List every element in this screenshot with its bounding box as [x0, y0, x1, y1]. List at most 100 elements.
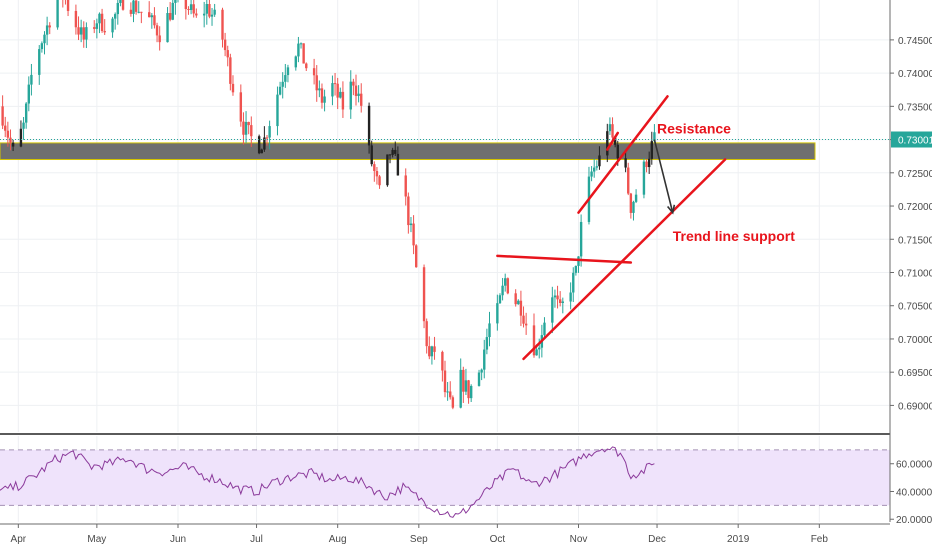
candle-body	[412, 223, 415, 246]
candle-body	[77, 27, 80, 35]
candle-body	[409, 223, 413, 226]
candle-body	[496, 303, 499, 324]
candle-body	[504, 278, 507, 286]
horizontal-neckline	[496, 254, 633, 264]
candle-body	[629, 193, 633, 213]
candle-body	[278, 86, 282, 95]
candle-body	[286, 67, 290, 76]
candle-body	[111, 18, 114, 33]
candle-body	[595, 166, 599, 168]
candle-body	[336, 83, 339, 98]
candle-body	[579, 221, 583, 257]
candle-body	[422, 267, 426, 322]
price-tick-label: 0.74500	[898, 36, 932, 47]
candle-body	[168, 13, 172, 20]
candle-body	[378, 176, 381, 186]
candle-body	[498, 295, 502, 304]
candle-body	[556, 295, 559, 300]
candle-body	[247, 121, 250, 126]
rsi-line	[0, 446, 655, 518]
candle-body	[202, 13, 206, 16]
candle-body	[632, 201, 635, 213]
candle-body	[320, 88, 324, 103]
candle-body	[375, 171, 379, 177]
candle-body	[627, 167, 630, 194]
candle-body	[485, 337, 489, 350]
candle-body	[593, 167, 596, 172]
candle-body	[242, 121, 245, 135]
candle-body	[616, 144, 619, 159]
candle-body	[449, 391, 452, 398]
candle-body	[506, 278, 510, 294]
candle-body	[373, 164, 376, 172]
candle-body	[572, 272, 575, 293]
candle-body	[45, 25, 49, 35]
candle-body	[606, 131, 609, 156]
price-tick-label: 0.69000	[898, 401, 932, 412]
candle-body	[166, 13, 169, 43]
candle-body	[281, 81, 284, 87]
candle-body	[430, 346, 434, 357]
candle-body	[404, 175, 407, 197]
candle-body	[561, 301, 564, 303]
time-axis: Apr May Jun Jul Aug Sep Oct Nov Dec 2019 Feb	[0, 523, 890, 545]
candle-body	[428, 346, 431, 357]
candle-body	[93, 27, 96, 29]
candle-body	[284, 75, 287, 82]
candle-body	[184, 0, 188, 10]
candle-body	[263, 137, 266, 150]
time-tick-label: May	[87, 534, 106, 545]
candle-body	[231, 83, 235, 93]
time-tick-label: Feb	[811, 534, 829, 545]
price-tick-label: 0.74000	[898, 69, 932, 80]
candle-body	[9, 137, 12, 143]
candle-body	[113, 14, 117, 19]
candle-body	[239, 92, 243, 122]
drawings: Resistance Trend line support	[0, 95, 890, 361]
candle-body	[441, 351, 444, 371]
candle-body	[354, 85, 358, 96]
candle-body	[276, 94, 279, 127]
candle-body	[532, 325, 536, 356]
candle-body	[551, 297, 554, 323]
candle-body	[140, 11, 143, 13]
candle-body	[312, 68, 316, 76]
candle-body	[650, 141, 653, 159]
candle-body	[11, 142, 15, 147]
down-arrow-head	[666, 204, 676, 215]
candle-body	[19, 128, 23, 147]
candle-body	[624, 158, 627, 168]
time-tick-label: 2019	[727, 534, 750, 545]
candle-body	[137, 11, 140, 13]
candle-body	[642, 161, 646, 195]
candle-body	[103, 31, 106, 33]
price-axis-bg	[890, 0, 932, 550]
price-grid	[0, 0, 890, 522]
down-arrow-shaft	[653, 139, 674, 213]
candle-body	[519, 300, 523, 316]
candle-body	[480, 369, 483, 373]
candle-body	[153, 15, 156, 26]
candle-body	[483, 349, 486, 370]
candle-body	[433, 346, 436, 352]
candle-body	[577, 256, 580, 266]
candle-body	[213, 9, 216, 15]
price-tick-label: 0.70500	[898, 302, 932, 313]
candle-body	[22, 122, 25, 129]
candle-body	[522, 315, 525, 324]
price-tick-label: 0.72500	[898, 169, 932, 180]
candle-body	[514, 293, 517, 305]
candle-body	[174, 0, 177, 3]
annotation-label: Resistance	[657, 120, 731, 136]
time-tick-label: Apr	[11, 534, 27, 545]
annotation-label: Trend line support	[673, 228, 795, 244]
time-tick-label: Aug	[329, 534, 347, 545]
candle-body	[132, 0, 135, 14]
candle-body	[394, 149, 397, 154]
candle-body	[501, 285, 504, 296]
trend-line-support	[522, 158, 727, 361]
candle-body	[265, 137, 269, 139]
upper-channel-line	[577, 95, 669, 214]
price-tick-label: 0.71000	[898, 268, 932, 279]
